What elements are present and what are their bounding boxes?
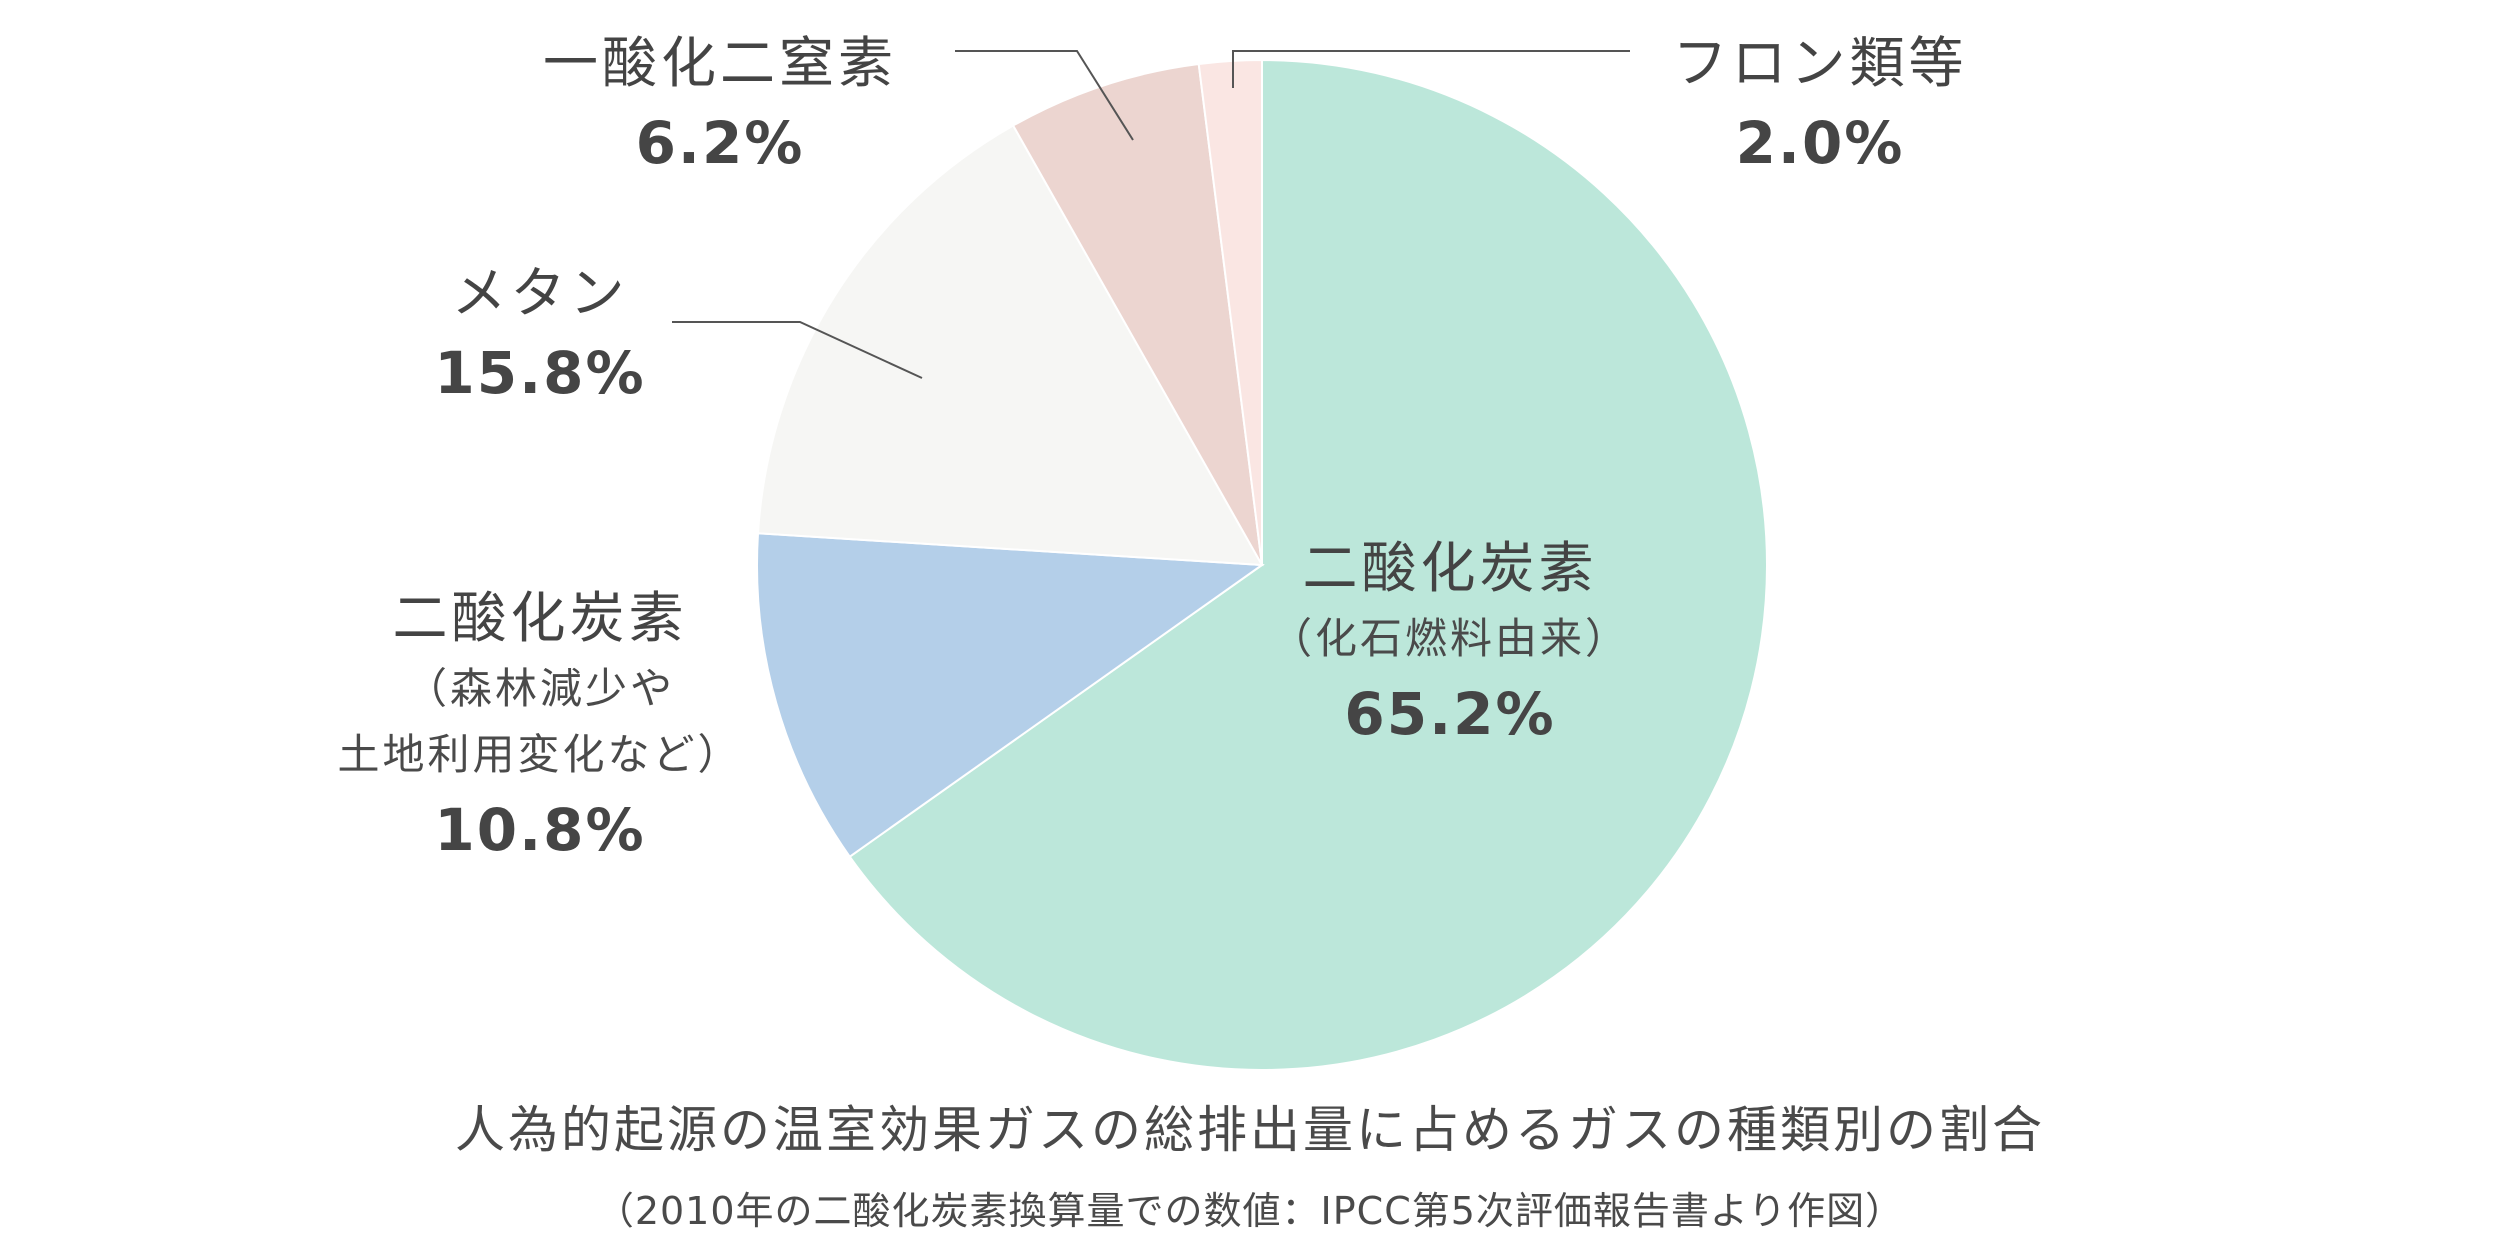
pie-slice-methane xyxy=(756,124,1264,567)
slice-name: 一酸化二窒素 xyxy=(542,31,897,95)
pie-slices xyxy=(756,58,1768,1071)
leader-lines xyxy=(672,50,1630,379)
slice-name: フロン類等 xyxy=(1672,31,1968,95)
pie-slice-nitrous-oxide xyxy=(1011,62,1263,566)
label-methane: メタン 15.8% xyxy=(380,255,700,415)
label-co2-fossil: 二酸化炭素 （化石燃料由来） 65.2% xyxy=(1230,530,1670,756)
label-co2-land-use: 二酸化炭素 （森林減少や 土地利用変化など） 10.8% xyxy=(250,580,830,872)
slice-note: （森林減少や xyxy=(404,664,675,713)
slice-value-label: 15.8% xyxy=(434,339,646,407)
pie-slice-fluorocarbons xyxy=(1197,58,1263,566)
leader-line-methane xyxy=(672,321,923,379)
leader-line-nitrous-oxide xyxy=(955,50,1134,141)
label-nitrous-oxide: 一酸化二窒素 6.2% xyxy=(480,25,960,185)
slice-value-label: 6.2% xyxy=(635,109,805,177)
label-fluorocarbons: フロン類等 2.0% xyxy=(1630,25,2010,185)
chart-title: 人為的起源の温室効果ガスの総排出量に占めるガスの種類別の割合 xyxy=(455,1101,2045,1159)
pie-slice-co2-land-use xyxy=(756,532,1265,859)
slice-note: （化石燃料由来） xyxy=(1269,614,1630,663)
chart-subtitle: （2010年の二酸化炭素換算量での数値：IPCC第5次評価報告書より作図） xyxy=(595,1189,1905,1233)
leader-line-fluorocarbons xyxy=(1232,50,1630,88)
slice-value-label: 10.8% xyxy=(434,796,646,864)
slice-name: 二酸化炭素 xyxy=(392,586,688,650)
slice-name: メタン xyxy=(451,261,629,325)
slice-value-label: 65.2% xyxy=(1344,680,1556,748)
slice-name: 二酸化炭素 xyxy=(1302,536,1598,600)
pie-slice-co2-fossil xyxy=(848,58,1768,1071)
slice-value-label: 2.0% xyxy=(1735,109,1905,177)
slice-note-line-2: 土地利用変化など） xyxy=(337,730,743,779)
